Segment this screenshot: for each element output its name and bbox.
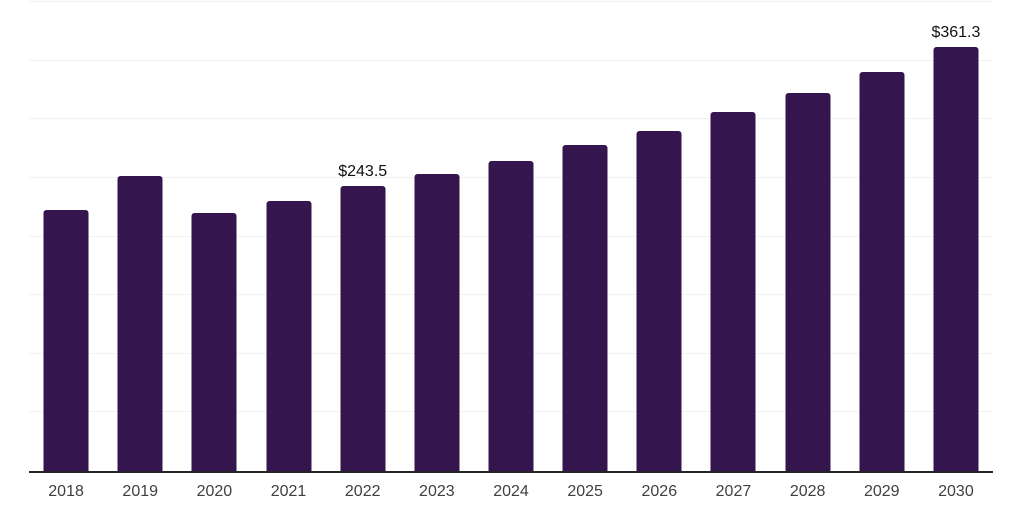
bar-2022: $243.5 [338, 163, 387, 471]
bar-2025 [562, 145, 608, 471]
bar-2020 [191, 213, 237, 471]
bar-2027 [710, 112, 756, 471]
x-tick-label-2019: 2019 [122, 483, 159, 500]
bar-value-label-2022: $243.5 [338, 162, 388, 180]
bar-2026 [636, 130, 682, 471]
x-tick-label-2023: 2023 [419, 483, 455, 500]
x-tick-label-2025: 2025 [567, 483, 603, 500]
bar-2019 [117, 176, 163, 471]
x-tick-label-2026: 2026 [641, 483, 678, 500]
gridline-400 [29, 1, 993, 2]
bar-2029 [859, 71, 905, 471]
x-tick-label-2029: 2029 [863, 483, 900, 500]
gridline-350 [29, 59, 993, 61]
bar-value-label-2030: $361.3 [931, 24, 981, 42]
bar-2024 [488, 161, 534, 471]
x-tick-label-2020: 2020 [196, 483, 233, 500]
bar-2023 [414, 173, 460, 471]
x-tick-label-2022: 2022 [344, 483, 381, 500]
bar-2030: $361.3 [931, 24, 980, 471]
gridline-300 [29, 118, 993, 120]
x-tick-label-2018: 2018 [48, 483, 84, 500]
x-tick-label-2028: 2028 [789, 483, 826, 500]
bar-2021 [266, 200, 312, 471]
x-tick-label-2021: 2021 [270, 483, 307, 500]
x-tick-label-2030: 2030 [938, 483, 974, 500]
x-tick-label-2027: 2027 [715, 483, 752, 500]
x-axis-tick-labels: 2018 2019 2020 2021 2022 2023 2024 2025 2026 2027… [29, 483, 993, 505]
bar-2018 [43, 210, 89, 471]
bar-2028 [785, 92, 831, 471]
x-tick-label-2024: 2024 [493, 483, 529, 500]
plot-area: $243.5 $361.3 [29, 1, 993, 473]
